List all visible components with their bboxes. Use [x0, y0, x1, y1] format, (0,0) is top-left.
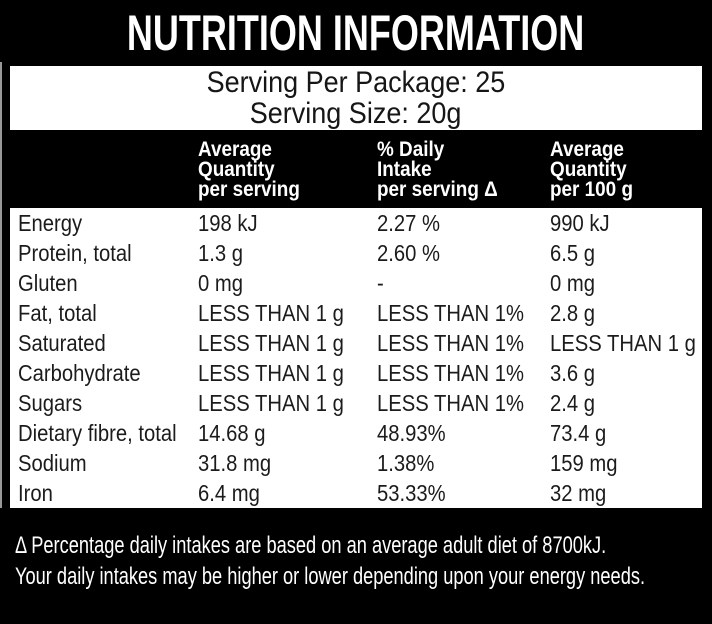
value-per-serving: LESS THAN 1 g: [198, 330, 344, 356]
nutrient-name: Saturated: [18, 330, 106, 356]
header-line: Average: [198, 138, 272, 161]
value-daily-intake: 2.60 %: [377, 240, 441, 266]
value-per-100g: 6.5 g: [550, 240, 596, 266]
column-header-daily-intake: % Daily Intake per serving Δ: [377, 138, 550, 201]
table-row: Protein, total 1.3 g 2.60 % 6.5 g: [18, 238, 702, 268]
value-per-100g: 3.6 g: [550, 360, 596, 386]
value-daily-intake: LESS THAN 1%: [377, 330, 524, 356]
table-row: Sugars LESS THAN 1 g LESS THAN 1% 2.4 g: [18, 388, 702, 418]
nutrient-name: Gluten: [18, 270, 78, 296]
value-daily-intake: -: [377, 270, 384, 296]
header-line: Average: [550, 138, 624, 161]
nutrient-name: Dietary fibre, total: [18, 420, 177, 446]
value-per-serving: 198 kJ: [198, 210, 258, 236]
value-per-serving: 1.3 g: [198, 240, 244, 266]
table-header-row: Average Quantity per serving % Daily Int…: [10, 130, 702, 208]
value-per-serving: 31.8 mg: [198, 450, 272, 476]
table-row: Carbohydrate LESS THAN 1 g LESS THAN 1% …: [18, 358, 702, 388]
value-per-serving: LESS THAN 1 g: [198, 390, 344, 416]
table-row: Gluten 0 mg - 0 mg: [18, 268, 702, 298]
value-per-100g: LESS THAN 1 g: [550, 330, 696, 356]
header-line: Quantity: [550, 158, 627, 181]
serving-per-package: Serving Per Package: 25: [206, 66, 506, 99]
nutrient-name: Energy: [18, 210, 83, 236]
value-daily-intake: LESS THAN 1%: [377, 300, 524, 326]
title-band: NUTRITION INFORMATION: [0, 0, 712, 66]
value-per-100g: 73.4 g: [550, 420, 607, 446]
header-line: per 100 g: [550, 178, 633, 201]
table-row: Iron 6.4 mg 53.33% 32 mg: [18, 478, 702, 508]
value-per-serving: LESS THAN 1 g: [198, 300, 344, 326]
nutrient-name: Protein, total: [18, 240, 132, 266]
table-row: Dietary fibre, total 14.68 g 48.93% 73.4…: [18, 418, 702, 448]
nutrient-name: Iron: [18, 480, 53, 506]
value-per-100g: 159 mg: [550, 450, 618, 476]
value-per-serving: 14.68 g: [198, 420, 266, 446]
label-left-edge: [0, 62, 2, 508]
daily-intake-footnote: Δ Percentage daily intakes are based on …: [15, 530, 712, 592]
nutrient-name: Fat, total: [18, 300, 97, 326]
nutrition-table: Energy 198 kJ 2.27 % 990 kJ Protein, tot…: [10, 208, 702, 508]
table-row: Energy 198 kJ 2.27 % 990 kJ: [18, 208, 702, 238]
nutrient-name: Carbohydrate: [18, 360, 141, 386]
value-per-serving: 0 mg: [198, 270, 244, 296]
table-row: Fat, total LESS THAN 1 g LESS THAN 1% 2.…: [18, 298, 702, 328]
value-daily-intake: LESS THAN 1%: [377, 360, 524, 386]
nutrient-name: Sodium: [18, 450, 87, 476]
value-per-100g: 32 mg: [550, 480, 607, 506]
table-row: Sodium 31.8 mg 1.38% 159 mg: [18, 448, 702, 478]
header-line: per serving: [198, 178, 300, 201]
header-line: Quantity: [198, 158, 275, 181]
column-header-per-serving: Average Quantity per serving: [198, 138, 377, 201]
value-daily-intake: LESS THAN 1%: [377, 390, 524, 416]
nutrient-name: Sugars: [18, 390, 83, 416]
value-per-100g: 990 kJ: [550, 210, 610, 236]
page-title: NUTRITION INFORMATION: [127, 5, 585, 61]
serving-info-panel: Serving Per Package: 25 Serving Size: 20…: [10, 66, 702, 130]
header-line: Intake: [377, 158, 432, 181]
value-daily-intake: 48.93%: [377, 420, 446, 446]
value-daily-intake: 53.33%: [377, 480, 446, 506]
value-per-100g: 2.8 g: [550, 300, 596, 326]
value-daily-intake: 2.27 %: [377, 210, 441, 236]
serving-size: Serving Size: 20g: [250, 97, 462, 130]
value-daily-intake: 1.38%: [377, 450, 435, 476]
value-per-serving: 6.4 mg: [198, 480, 260, 506]
footnote-line-2: Your daily intakes may be higher or lowe…: [15, 563, 646, 590]
table-row: Saturated LESS THAN 1 g LESS THAN 1% LES…: [18, 328, 702, 358]
footnote-line-1: Δ Percentage daily intakes are based on …: [15, 532, 607, 559]
value-per-100g: 0 mg: [550, 270, 596, 296]
header-line: % Daily: [377, 138, 445, 161]
column-header-per-100g: Average Quantity per 100 g: [550, 138, 702, 201]
header-line: per serving Δ: [377, 178, 498, 201]
value-per-100g: 2.4 g: [550, 390, 596, 416]
value-per-serving: LESS THAN 1 g: [198, 360, 344, 386]
